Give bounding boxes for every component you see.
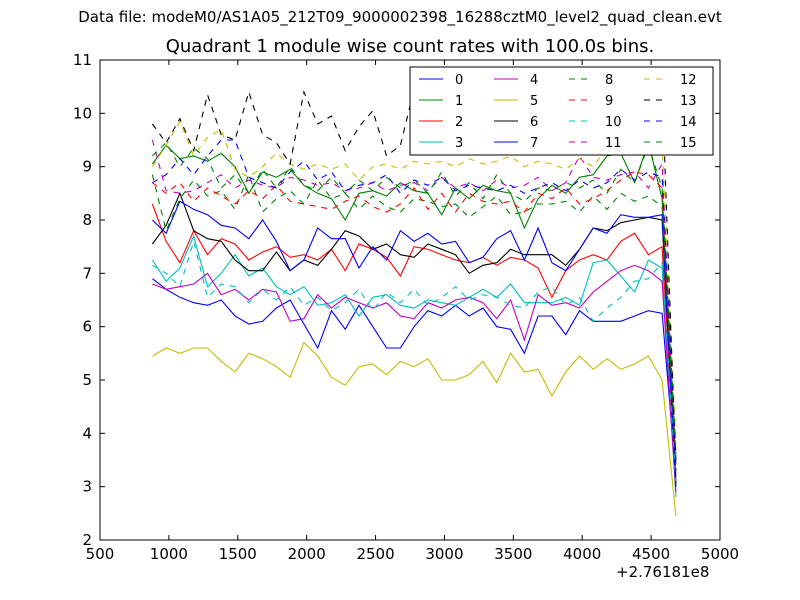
x-axis-offset-label: +2.76181e8 bbox=[616, 563, 710, 581]
figure-suptitle: Data file: modeM0/AS1A05_212T09_90000023… bbox=[78, 8, 722, 26]
series-line-5 bbox=[152, 341, 677, 517]
y-tick-label: 5 bbox=[82, 371, 92, 389]
axes-group bbox=[99, 59, 721, 541]
x-tick-label: 1500 bbox=[219, 545, 257, 563]
legend-label-4: 4 bbox=[530, 73, 538, 88]
series-line-12 bbox=[151, 120, 677, 445]
series-line-15 bbox=[152, 141, 677, 455]
legend-label-12: 12 bbox=[680, 73, 697, 88]
series-line-10 bbox=[152, 239, 677, 482]
series-line-4 bbox=[152, 264, 677, 493]
y-tick-label: 10 bbox=[73, 104, 92, 122]
legend-box bbox=[409, 66, 714, 156]
legend-label-15: 15 bbox=[680, 136, 697, 151]
series-line-14 bbox=[152, 139, 677, 461]
y-tick-label: 8 bbox=[82, 211, 92, 229]
legend-label-7: 7 bbox=[530, 136, 538, 151]
series-line-8 bbox=[151, 173, 677, 466]
series-line-0 bbox=[152, 278, 677, 477]
legend-label-3: 3 bbox=[455, 136, 463, 151]
legend-label-14: 14 bbox=[680, 115, 697, 130]
legend-label-5: 5 bbox=[530, 94, 538, 109]
x-tick-label: 5000 bbox=[701, 545, 739, 563]
x-tick-label: 3500 bbox=[494, 545, 532, 563]
x-tick-label: 4500 bbox=[632, 545, 670, 563]
chart-title: Quadrant 1 module wise count rates with … bbox=[165, 36, 655, 57]
x-tick-label: 2500 bbox=[356, 545, 394, 563]
legend-label-9: 9 bbox=[605, 94, 613, 109]
x-tick-label: 500 bbox=[86, 545, 115, 563]
legend-label-8: 8 bbox=[605, 73, 613, 88]
legend-label-11: 11 bbox=[605, 136, 622, 151]
y-tick-label: 6 bbox=[82, 318, 92, 336]
y-tick-label: 3 bbox=[82, 478, 92, 496]
series-line-6 bbox=[151, 191, 677, 485]
x-tick-label: 3000 bbox=[425, 545, 463, 563]
series-line-2 bbox=[151, 203, 677, 482]
y-tick-label: 2 bbox=[82, 531, 92, 549]
y-tick-label: 9 bbox=[82, 158, 92, 176]
plot-frame bbox=[99, 59, 721, 541]
series-line-9 bbox=[152, 171, 677, 461]
legend-label-10: 10 bbox=[605, 115, 622, 130]
x-tick-label: 4000 bbox=[563, 545, 601, 563]
y-tick-label: 4 bbox=[82, 424, 92, 442]
legend-label-13: 13 bbox=[680, 94, 697, 109]
legend-label-0: 0 bbox=[455, 73, 463, 88]
y-tick-label: 7 bbox=[82, 264, 92, 282]
x-tick-label: 1000 bbox=[150, 545, 188, 563]
legend-label-2: 2 bbox=[455, 115, 463, 130]
ticks-group: 500 1000 1500 2000 2500 3000 3500 4000 4500 5000 2… bbox=[73, 51, 739, 563]
x-tick-label: 2000 bbox=[288, 545, 326, 563]
legend-label-6: 6 bbox=[530, 115, 538, 130]
y-tick-label: 11 bbox=[73, 51, 92, 69]
series-line-7 bbox=[152, 200, 677, 487]
series-line-3 bbox=[151, 234, 677, 498]
legend-label-1: 1 bbox=[455, 94, 463, 109]
series-line-11 bbox=[151, 139, 677, 455]
series-line-1 bbox=[151, 140, 677, 477]
